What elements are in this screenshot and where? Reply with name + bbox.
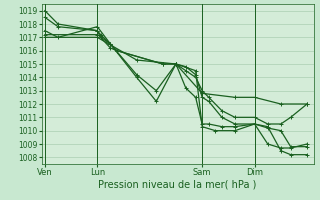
X-axis label: Pression niveau de la mer( hPa ): Pression niveau de la mer( hPa ) — [99, 180, 257, 190]
